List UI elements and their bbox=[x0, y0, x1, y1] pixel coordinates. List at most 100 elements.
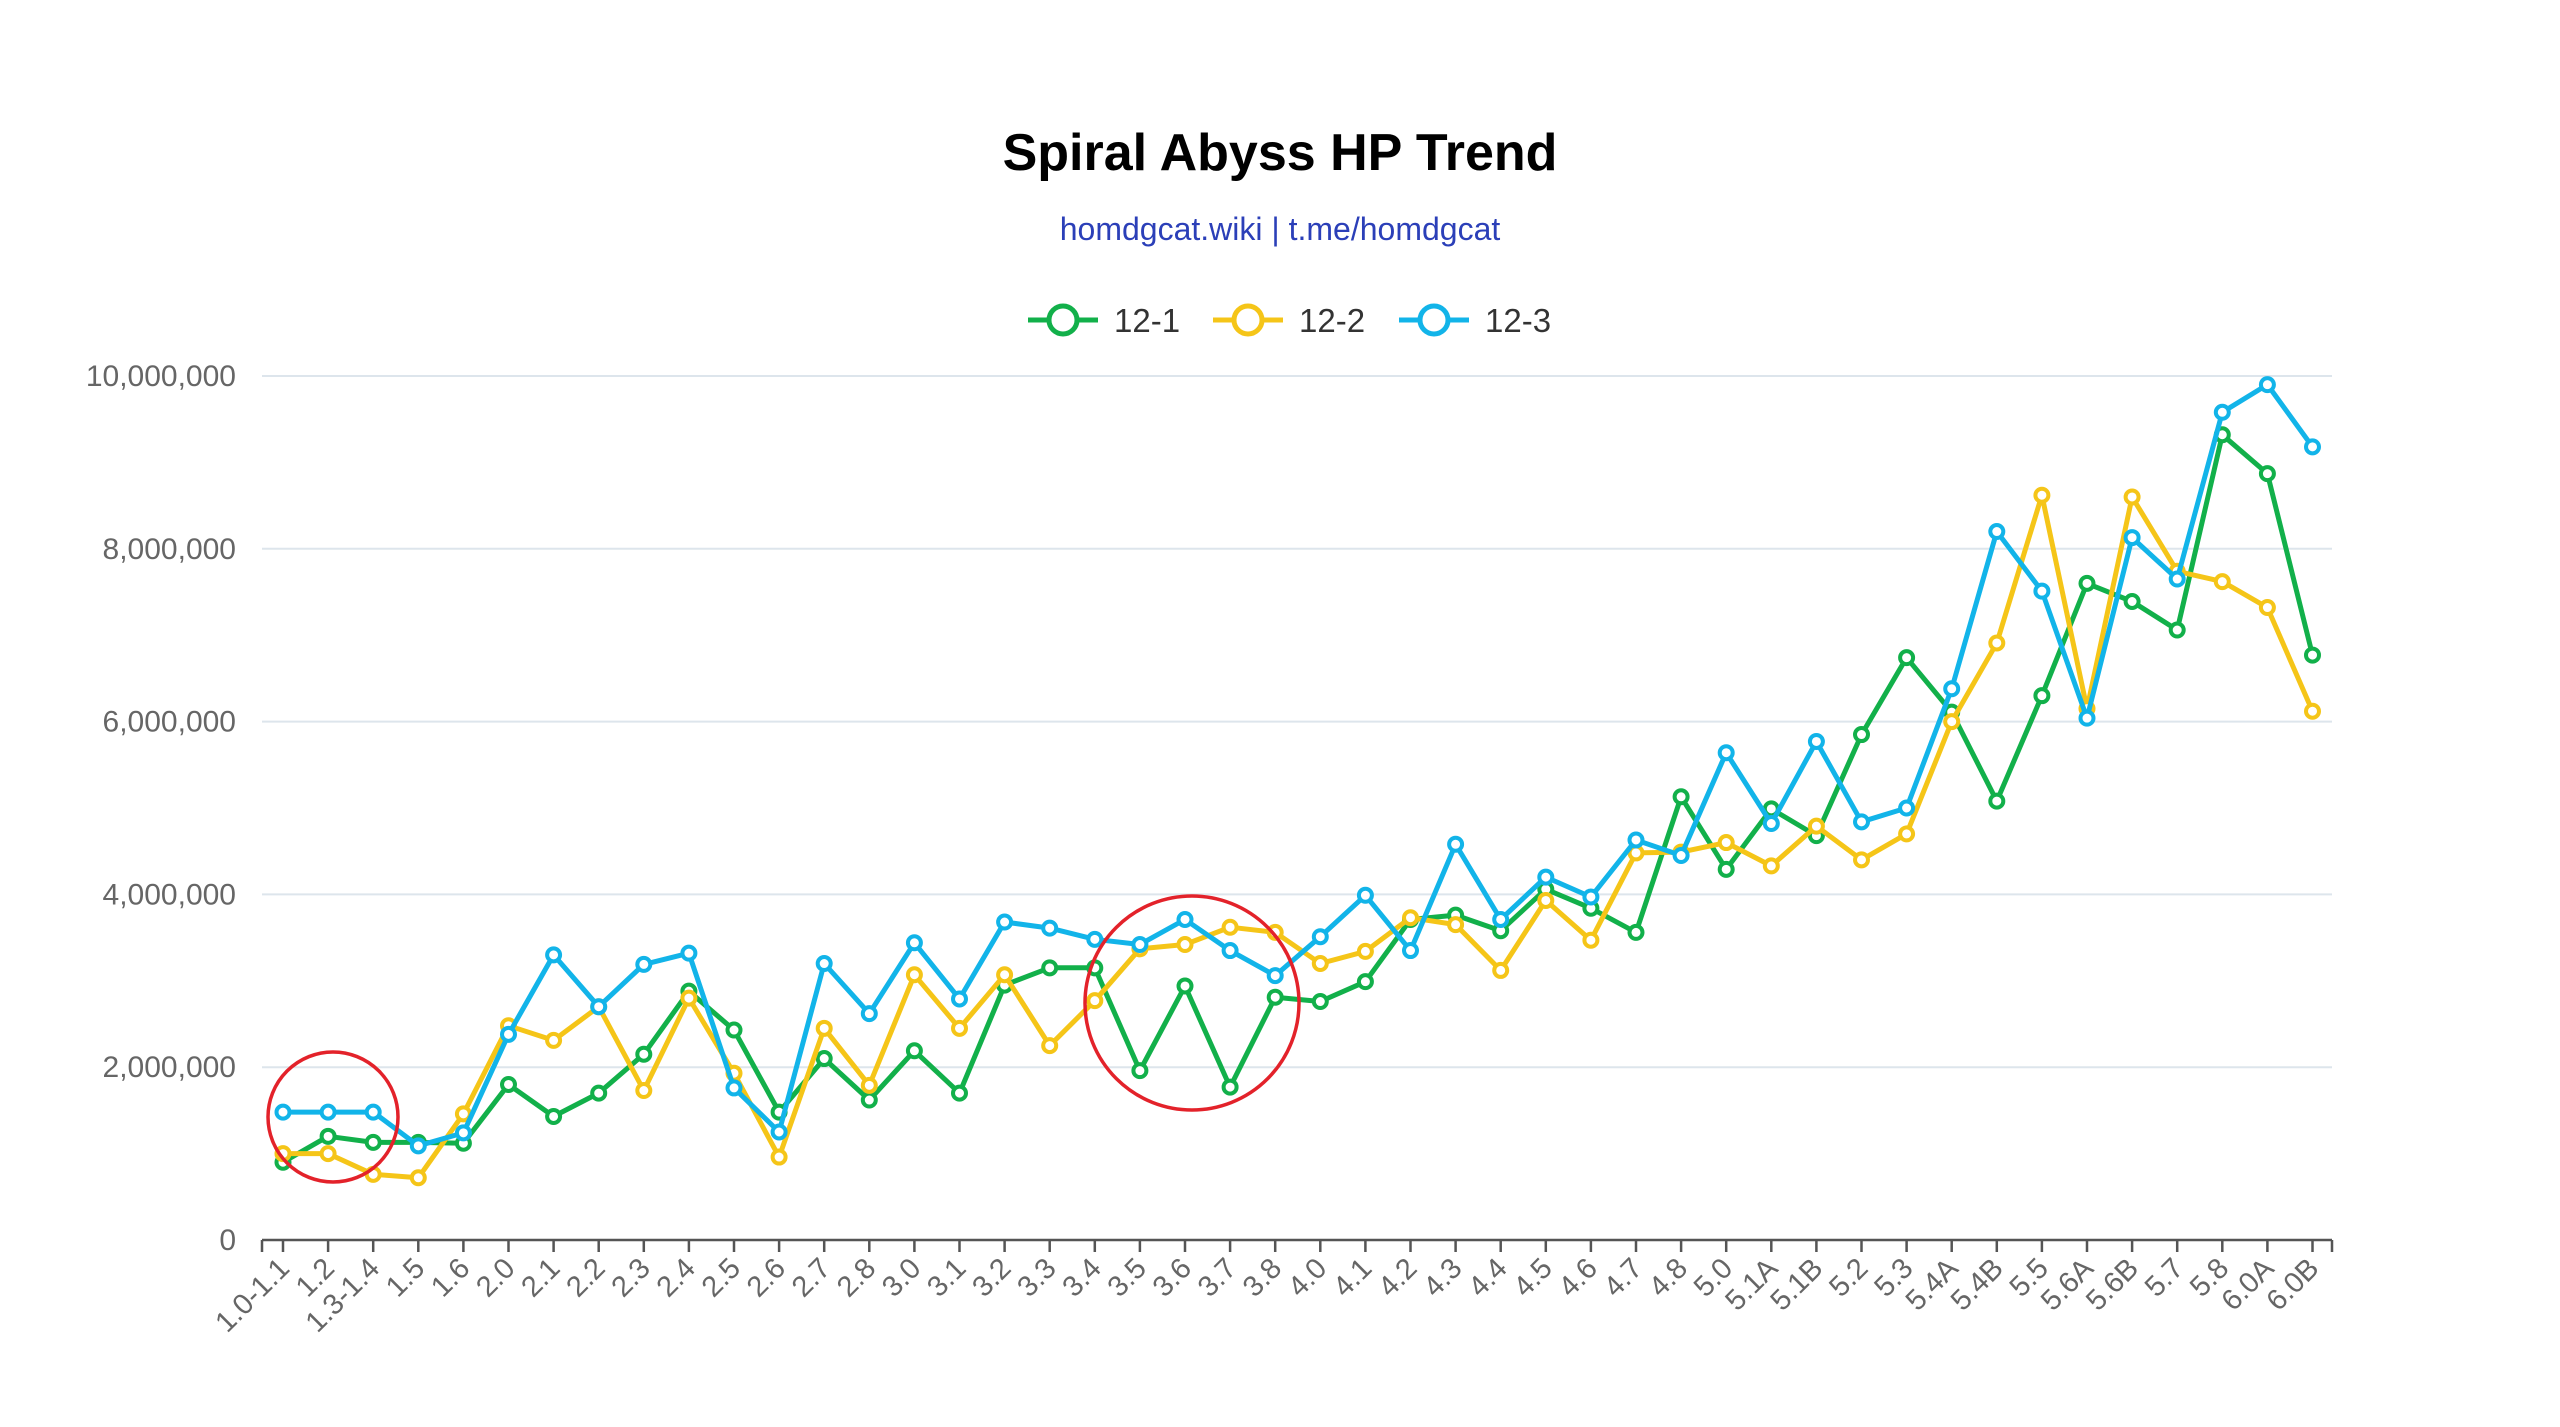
series-12-1 bbox=[274, 426, 2321, 1171]
x-tick-label: 3.4 bbox=[1057, 1252, 1108, 1303]
data-point bbox=[2213, 403, 2231, 421]
data-point bbox=[1221, 918, 1239, 936]
data-point bbox=[1266, 988, 1284, 1006]
data-point bbox=[545, 946, 563, 964]
data-point bbox=[1311, 955, 1329, 973]
x-tick-label: 2.8 bbox=[831, 1252, 882, 1303]
data-point bbox=[725, 1021, 743, 1039]
legend-marker bbox=[1417, 303, 1451, 337]
data-point bbox=[2078, 709, 2096, 727]
data-point bbox=[770, 1148, 788, 1166]
y-tick-label: 2,000,000 bbox=[103, 1051, 236, 1084]
series-line bbox=[280, 492, 2315, 1181]
data-point bbox=[1582, 888, 1600, 906]
data-point bbox=[905, 1042, 923, 1060]
data-point bbox=[409, 1169, 427, 1187]
x-tick-label: 2.6 bbox=[741, 1252, 792, 1303]
x-tick-label: 5.6B bbox=[2080, 1252, 2145, 1317]
data-point bbox=[860, 1005, 878, 1023]
data-point bbox=[996, 913, 1014, 931]
data-point bbox=[1311, 993, 1329, 1011]
x-tick-label: 4.7 bbox=[1598, 1252, 1649, 1303]
data-point bbox=[1447, 835, 1465, 853]
legend-item: 12-2 bbox=[1213, 302, 1365, 339]
legend-label: 12-3 bbox=[1485, 302, 1551, 339]
x-tick-label: 4.5 bbox=[1508, 1252, 1559, 1303]
annotation-circle-left bbox=[266, 1050, 400, 1184]
data-point bbox=[860, 1091, 878, 1109]
data-point bbox=[319, 1127, 337, 1145]
data-point bbox=[1356, 942, 1374, 960]
data-point bbox=[1988, 634, 2006, 652]
data-point bbox=[996, 966, 1014, 984]
data-point bbox=[2123, 488, 2141, 506]
x-tick-label: 2.0 bbox=[470, 1252, 521, 1303]
data-point bbox=[1582, 931, 1600, 949]
data-point bbox=[364, 1133, 382, 1151]
data-point bbox=[635, 1082, 653, 1100]
data-point bbox=[2213, 573, 2231, 591]
data-point bbox=[1717, 834, 1735, 852]
x-tick-label: 4.4 bbox=[1463, 1252, 1514, 1303]
chart-subtitle[interactable]: homdgcat.wiki | t.me/homdgcat bbox=[1060, 211, 1501, 247]
x-tick-label: 3.6 bbox=[1147, 1252, 1198, 1303]
data-point bbox=[1131, 1062, 1149, 1080]
data-point bbox=[2258, 599, 2276, 617]
data-point bbox=[1627, 923, 1645, 941]
y-tick-label: 6,000,000 bbox=[103, 706, 236, 739]
data-point bbox=[1943, 680, 1961, 698]
data-point bbox=[1762, 815, 1780, 833]
y-tick-label: 8,000,000 bbox=[103, 533, 236, 566]
x-tick-label: 4.6 bbox=[1553, 1252, 1604, 1303]
data-point bbox=[1221, 942, 1239, 960]
legend-marker bbox=[1046, 303, 1080, 337]
annotation-circle-middle bbox=[1083, 894, 1301, 1112]
x-tick-label: 3.7 bbox=[1192, 1252, 1243, 1303]
data-point bbox=[1356, 886, 1374, 904]
data-point bbox=[319, 1103, 337, 1121]
data-point bbox=[1988, 792, 2006, 810]
data-point bbox=[1807, 817, 1825, 835]
data-point bbox=[1807, 732, 1825, 750]
data-point bbox=[1492, 910, 1510, 928]
data-point bbox=[274, 1103, 292, 1121]
data-point bbox=[2078, 574, 2096, 592]
data-point bbox=[951, 1084, 968, 1102]
data-point bbox=[815, 955, 833, 973]
x-tick-label: 3.8 bbox=[1237, 1252, 1288, 1303]
data-point bbox=[1853, 851, 1870, 869]
data-point bbox=[1717, 860, 1735, 878]
x-tick-label: 3.1 bbox=[921, 1252, 972, 1303]
data-point bbox=[2258, 465, 2276, 483]
data-point bbox=[2033, 582, 2051, 600]
data-point bbox=[1853, 726, 1870, 744]
x-tick-label: 4.3 bbox=[1417, 1252, 1468, 1303]
data-point bbox=[1762, 857, 1780, 875]
data-point bbox=[1266, 923, 1284, 941]
data-point bbox=[2304, 438, 2321, 456]
chart-legend: 12-1 12-2 12-3 bbox=[1028, 302, 1551, 339]
data-point bbox=[545, 1107, 563, 1125]
y-tick-label: 0 bbox=[219, 1224, 236, 1257]
x-tick-label: 2.7 bbox=[786, 1252, 837, 1303]
data-point bbox=[951, 1019, 968, 1037]
x-tick-label: 1.5 bbox=[380, 1252, 431, 1303]
x-tick-label: 5.4B bbox=[1945, 1252, 2010, 1317]
data-point bbox=[770, 1123, 788, 1141]
data-point bbox=[1131, 936, 1149, 954]
data-point bbox=[1898, 825, 1916, 843]
series-12-3 bbox=[274, 376, 2321, 1155]
data-point bbox=[1176, 936, 1194, 954]
data-point bbox=[1943, 713, 1961, 731]
data-point bbox=[2033, 486, 2051, 504]
x-tick-label: 1.6 bbox=[425, 1252, 476, 1303]
data-point bbox=[815, 1050, 833, 1068]
series-12-2 bbox=[274, 486, 2321, 1187]
chart-title: Spiral Abyss HP Trend bbox=[1003, 124, 1558, 182]
axes: 1.0-1.11.21.3-1.41.51.62.02.12.22.32.42.… bbox=[209, 1238, 2334, 1339]
data-point bbox=[1898, 649, 1916, 667]
legend-marker bbox=[1231, 303, 1265, 337]
data-point bbox=[2258, 376, 2276, 394]
